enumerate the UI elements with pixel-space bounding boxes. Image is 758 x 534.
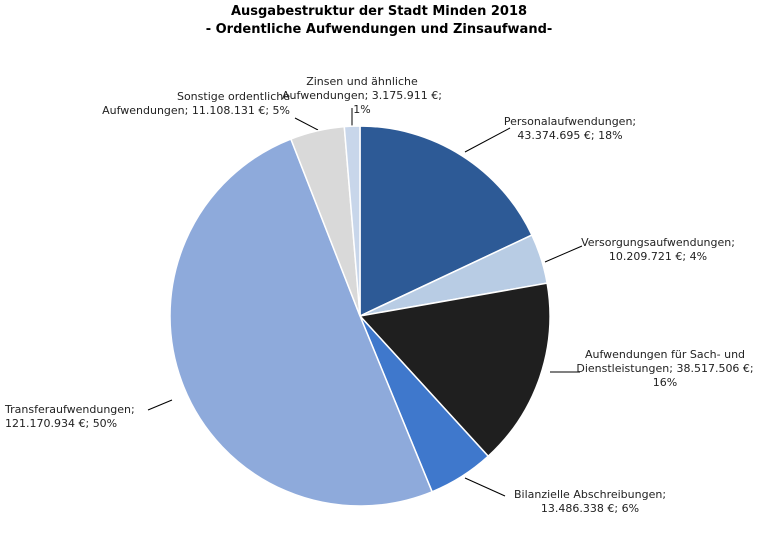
label-name: Sonstige ordentliche Aufwendungen; bbox=[102, 90, 290, 117]
leader-line bbox=[464, 127, 511, 153]
leader-line bbox=[544, 245, 583, 263]
data-label: Transferaufwendungen; 121.170.934 €; 50% bbox=[5, 403, 165, 431]
label-value: 3.175.911 €; bbox=[371, 89, 442, 102]
label-name: Aufwendungen für Sach- und Dienstleistun… bbox=[576, 348, 746, 375]
chart-title: Ausgabestruktur der Stadt Minden 2018 bbox=[230, 4, 528, 19]
label-value: 13.486.338 €; bbox=[540, 502, 619, 515]
leader-line bbox=[147, 399, 173, 411]
label-percent: 18% bbox=[598, 129, 623, 142]
label-percent: 16% bbox=[652, 376, 678, 389]
label-percent: 1% bbox=[353, 103, 371, 116]
pie-slice bbox=[343, 125, 361, 317]
pie-slice bbox=[358, 282, 551, 458]
label-percent: 4% bbox=[689, 250, 708, 263]
label-name: Versorgungsaufwendungen; bbox=[581, 236, 735, 249]
label-value: 11.108.131 €; bbox=[191, 104, 270, 117]
leader-line bbox=[294, 117, 319, 131]
label-percent: 5% bbox=[272, 104, 290, 117]
data-label: Aufwendungen für Sach- und Dienstleistun… bbox=[575, 348, 755, 390]
label-name: Zinsen und ähnliche Aufwendungen; bbox=[282, 75, 418, 102]
label-value: 121.170.934 €; bbox=[5, 417, 90, 430]
label-value: 43.374.695 €; bbox=[517, 129, 595, 142]
pie-slice bbox=[359, 125, 533, 318]
data-label: Personalaufwendungen; 43.374.695 €; 18% bbox=[490, 115, 650, 143]
data-label: Bilanzielle Abschreibungen; 13.486.338 €… bbox=[500, 488, 680, 516]
data-label: Versorgungsaufwendungen; 10.209.721 €; 4… bbox=[568, 236, 748, 264]
label-name: Transferaufwendungen; bbox=[5, 403, 135, 416]
pie-slice bbox=[169, 138, 434, 507]
label-name: Bilanzielle Abschreibungen; bbox=[513, 488, 667, 501]
label-value: 10.209.721 €; bbox=[608, 250, 687, 263]
chart-subtitle: - Ordentliche Aufwendungen und Zinsaufwa… bbox=[205, 22, 553, 37]
data-label: Sonstige ordentliche Aufwendungen; 11.10… bbox=[95, 90, 290, 118]
label-percent: 6% bbox=[621, 502, 640, 515]
label-percent: 50% bbox=[92, 417, 118, 430]
label-value: 38.517.506 €; bbox=[676, 362, 754, 375]
label-name: Personalaufwendungen; bbox=[503, 115, 637, 128]
leader-line bbox=[464, 477, 506, 497]
data-label: Zinsen und ähnliche Aufwendungen; 3.175.… bbox=[272, 75, 452, 117]
